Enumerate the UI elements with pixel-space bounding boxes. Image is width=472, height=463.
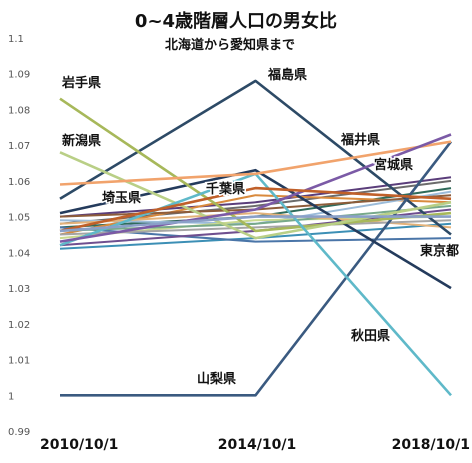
chart-title: 0~4歳階層人口の男女比 (135, 10, 337, 32)
series-line-series-10 (59, 176, 452, 218)
y-tick-label: 1.01 (8, 356, 30, 367)
y-tick-label: 1.06 (8, 177, 30, 188)
series-line-秋田県 (59, 172, 452, 397)
series-line-山梨県 (60, 140, 453, 397)
annotation-label: 秋田県 (351, 328, 390, 344)
annotation-label: 東京都 (420, 243, 459, 259)
y-tick-label: 0.99 (8, 427, 30, 438)
annotation-label: 福井県 (340, 132, 380, 148)
x-tick-label: 2010/10/1 (40, 437, 118, 453)
annotation-label: 山梨県 (197, 371, 236, 387)
x-tick-label: 2018/10/1 (392, 437, 470, 453)
x-axis: 2010/10/1 2014/10/1 2018/10/1 (40, 437, 470, 453)
y-tick-label: 1.04 (8, 248, 30, 259)
y-tick-label: 1.03 (8, 284, 30, 295)
annotation-label: 宮城県 (374, 157, 413, 173)
y-tick-label: 1.07 (8, 141, 30, 152)
series-line-東京都 (59, 168, 452, 290)
series-line-岩手県 (59, 97, 452, 233)
series-line-宮城県 (59, 133, 452, 243)
series-line-series-19 (59, 204, 452, 232)
annotation-label: 福島県 (267, 67, 307, 83)
series-line-福島県 (59, 79, 452, 236)
y-tick-label: 1.1 (8, 34, 24, 45)
y-tick-label: 1.02 (8, 320, 30, 331)
chart-subtitle: 北海道から愛知県まで (165, 37, 295, 53)
x-tick-label: 2014/10/1 (218, 437, 296, 453)
series-line-福井県 (59, 140, 452, 186)
annotation-label: 岩手県 (61, 75, 101, 91)
y-axis: 0.99 1 1.01 1.02 1.03 1.04 1.05 1.06 1.07 1.08 1.0… (8, 34, 30, 438)
y-tick-label: 1 (8, 391, 14, 402)
series-line-埼玉県 (59, 215, 451, 233)
annotation-label: 新潟県 (62, 133, 101, 149)
series-lines (59, 79, 453, 397)
y-tick-label: 1.09 (8, 70, 30, 81)
y-tick-label: 1.05 (8, 213, 30, 224)
y-tick-label: 1.08 (8, 105, 30, 116)
series-line-千葉県 (59, 186, 452, 233)
annotation-label: 埼玉県 (102, 190, 141, 206)
annotation-label: 千葉県 (206, 181, 245, 197)
